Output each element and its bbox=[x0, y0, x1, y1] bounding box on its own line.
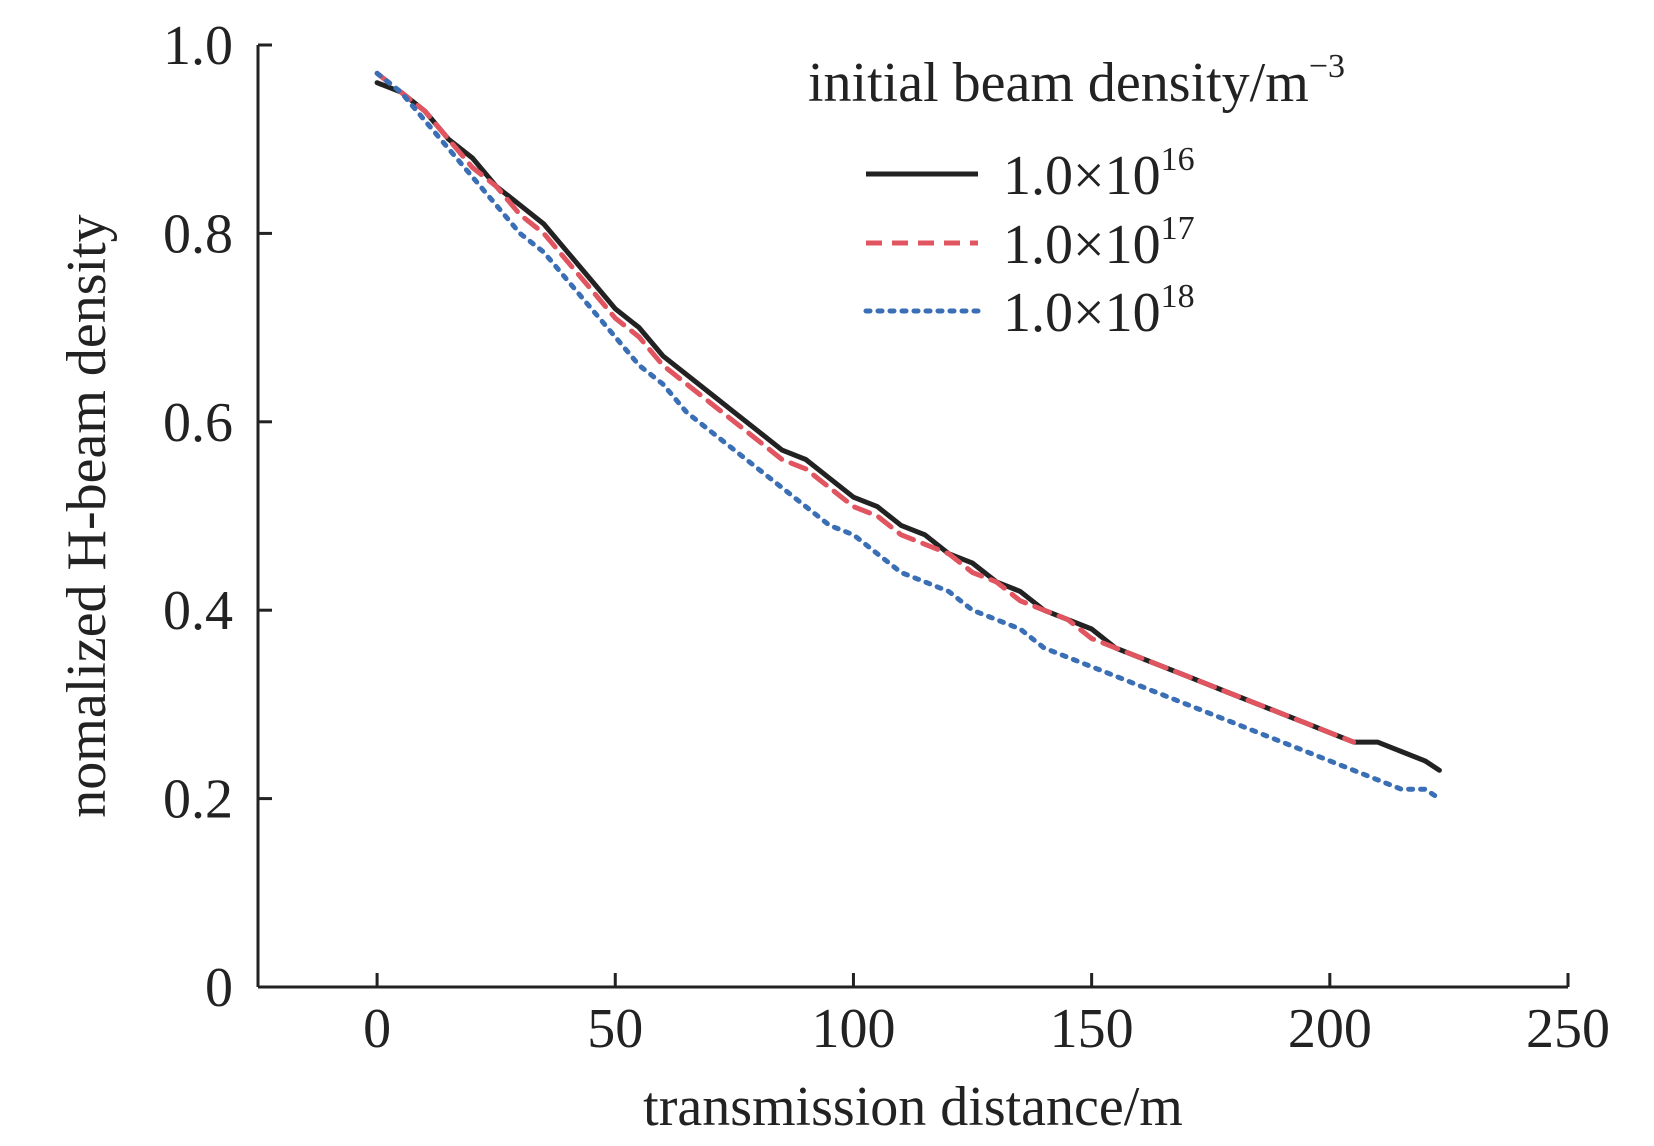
legend-title-text: initial beam density/m bbox=[808, 52, 1309, 114]
series-line-3 bbox=[374, 70, 1442, 802]
y-tick-label: 0.4 bbox=[163, 580, 233, 642]
x-axis-title: transmission distance/m bbox=[643, 1076, 1183, 1138]
series-layer bbox=[374, 70, 1442, 802]
legend-title-sup: −3 bbox=[1309, 48, 1345, 85]
x-ticks: 0 50 100 150 200 250 bbox=[363, 973, 1610, 1060]
legend-entry-1e18-exp: 18 bbox=[1161, 278, 1195, 315]
legend-entry-1e16: 1.0×1016 bbox=[1003, 141, 1195, 207]
y-ticks: 0 0.2 0.4 0.6 0.8 1.0 bbox=[163, 15, 272, 1019]
legend-entry-1e18-base: 1.0×10 bbox=[1003, 282, 1161, 344]
legend: initial beam density/m−3 1.0×1016 1.0×10… bbox=[808, 48, 1345, 344]
x-tick-label: 200 bbox=[1288, 998, 1372, 1060]
y-axis-title: nomalized H-beam density bbox=[56, 214, 118, 817]
legend-entry-1e16-exp: 16 bbox=[1161, 141, 1195, 178]
x-tick-label: 250 bbox=[1526, 998, 1610, 1060]
y-tick-label: 0.6 bbox=[163, 392, 233, 454]
legend-entry-1e16-base: 1.0×10 bbox=[1003, 145, 1161, 207]
x-tick-label: 50 bbox=[587, 998, 643, 1060]
legend-entry-1e18: 1.0×1018 bbox=[1003, 278, 1195, 344]
series-line-2 bbox=[374, 70, 1357, 745]
legend-entry-1e17: 1.0×1017 bbox=[1003, 210, 1195, 276]
y-tick-label: 0.2 bbox=[163, 769, 233, 831]
x-tick-label: 0 bbox=[363, 998, 391, 1060]
legend-entry-1e17-base: 1.0×10 bbox=[1003, 214, 1161, 276]
y-tick-label: 1.0 bbox=[163, 15, 233, 77]
series-line-1 bbox=[374, 80, 1442, 773]
y-tick-label: 0 bbox=[205, 957, 233, 1019]
legend-entry-1e17-exp: 17 bbox=[1161, 210, 1195, 247]
legend-title: initial beam density/m−3 bbox=[808, 48, 1345, 114]
x-tick-label: 150 bbox=[1050, 998, 1134, 1060]
x-tick-label: 100 bbox=[811, 998, 895, 1060]
y-tick-label: 0.8 bbox=[163, 203, 233, 265]
